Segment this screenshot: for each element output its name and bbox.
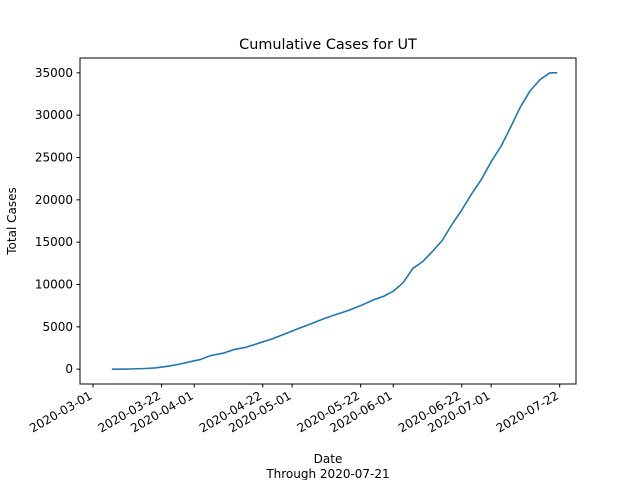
y-axis-ticks: 0 5000 10000 15000 20000 25000 30000 35000 — [35, 66, 80, 376]
chart-title: Cumulative Cases for UT — [239, 37, 417, 53]
y-tick-label: 25000 — [35, 150, 73, 164]
y-tick-label: 10000 — [35, 278, 73, 292]
x-tick-label: 2020-07-22 — [494, 388, 561, 435]
y-tick-label: 15000 — [35, 235, 73, 249]
series-line-0 — [111, 72, 558, 370]
y-tick-label: 5000 — [42, 320, 73, 334]
y-tick-label: 20000 — [35, 193, 73, 207]
y-axis-label: Total Cases — [5, 187, 19, 255]
y-tick-label: 0 — [65, 362, 73, 376]
series-layer — [111, 72, 558, 370]
plot-area-frame — [79, 57, 577, 385]
x-axis-label: Date — [314, 452, 343, 466]
y-tick-label: 30000 — [35, 108, 73, 122]
x-axis-sublabel: Through 2020-07-21 — [265, 467, 389, 480]
x-tick-label: 2020-03-01 — [27, 388, 94, 435]
y-tick-label: 35000 — [35, 66, 73, 80]
